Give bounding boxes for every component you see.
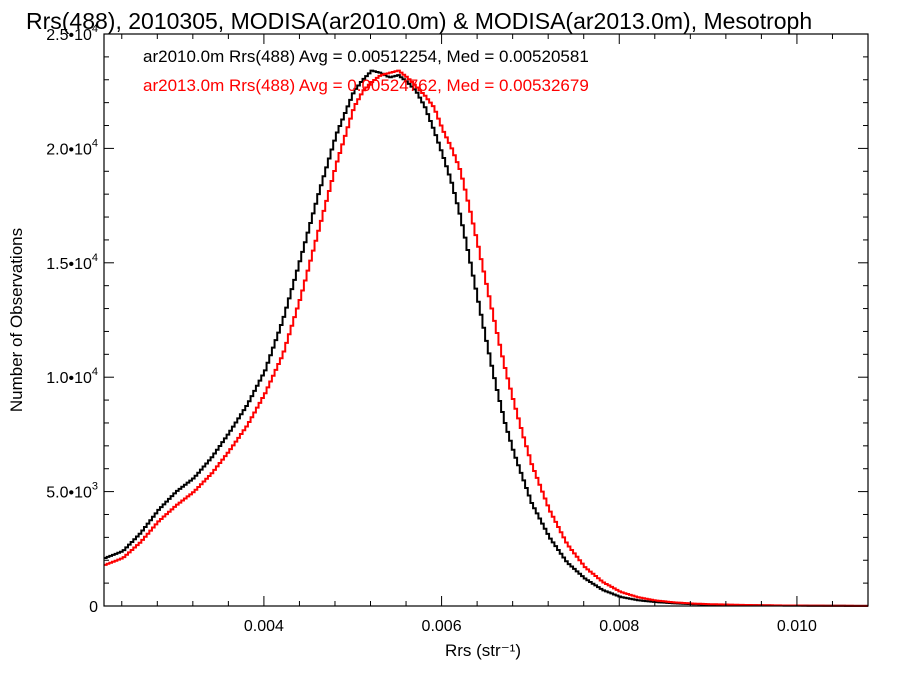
legend-entry-ar2013: ar2013.0m Rrs(488) Avg = 0.00524762, Med… <box>143 76 589 95</box>
y-tick-label-base: 1.0•10 <box>46 370 92 387</box>
y-tick-label: 5.0•103 <box>46 481 98 502</box>
legend: ar2010.0m Rrs(488) Avg = 0.00512254, Med… <box>143 47 589 95</box>
y-tick-label-exponent: 4 <box>92 23 98 35</box>
x-tick-label: 0.008 <box>599 618 639 635</box>
y-axis-label: Number of Observations <box>7 228 26 412</box>
y-tick-label-base: 2.5•10 <box>46 27 92 44</box>
y-tick-label-exponent: 4 <box>92 137 98 149</box>
y-tick-label-exponent: 3 <box>92 481 98 493</box>
y-tick-label-base: 1.5•10 <box>46 256 92 273</box>
y-tick-label-base: 0 <box>89 599 98 616</box>
x-tick-label: 0.004 <box>244 618 284 635</box>
ticks-layer: 0.004 0.006 0.008 0.01005.0•1031.0•1041.5•1… <box>46 23 869 635</box>
y-tick-label: 0 <box>89 599 98 616</box>
x-axis-label: Rrs (str⁻¹) <box>445 641 521 660</box>
y-tick-label: 1.0•104 <box>46 366 98 387</box>
y-tick-label: 1.5•104 <box>46 252 98 273</box>
y-tick-label-exponent: 4 <box>92 252 98 264</box>
x-tick-label: 0.010 <box>777 618 817 635</box>
y-tick-label-exponent: 4 <box>92 366 98 378</box>
y-tick-label-base: 2.0•10 <box>46 141 92 158</box>
y-tick-label: 2.5•104 <box>46 23 98 44</box>
x-tick-label: 0.006 <box>422 618 462 635</box>
chart-title: Rrs(488), 2010305, MODISA(ar2010.0m) & M… <box>26 8 812 34</box>
series-line-ar2013 <box>104 69 868 607</box>
plot-frame <box>103 33 869 607</box>
y-tick-label-base: 5.0•10 <box>46 485 92 502</box>
series-layer <box>104 69 868 607</box>
y-tick-label: 2.0•104 <box>46 137 98 158</box>
legend-entry-ar2010: ar2010.0m Rrs(488) Avg = 0.00512254, Med… <box>143 47 589 66</box>
